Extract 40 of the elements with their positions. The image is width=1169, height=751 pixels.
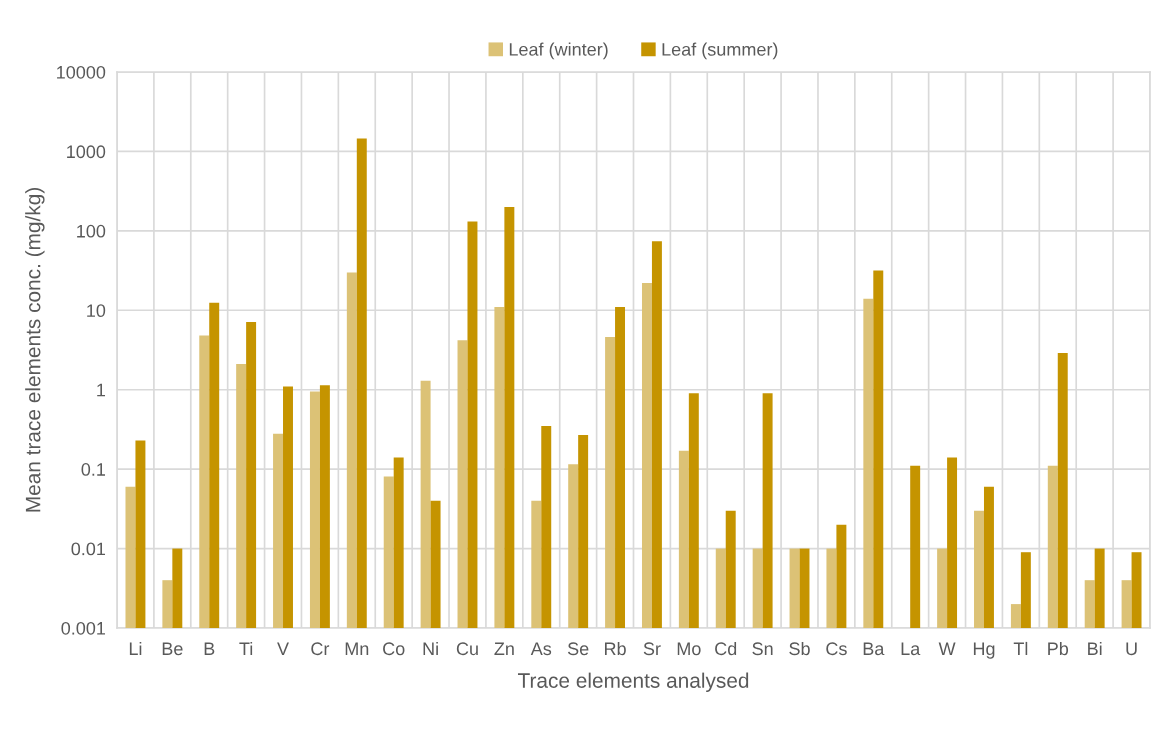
legend-label: Leaf (winter) [509,42,608,60]
legend-label: Leaf (summer) [662,42,778,60]
y-tick-label: 1 [97,383,106,397]
x-tick-label: Li [129,641,142,655]
y-tick-label: 10000 [57,65,106,79]
x-tick-label: Mn [345,642,369,655]
x-tick-label: Cu [456,642,478,656]
x-tick-label: Cr [311,642,330,656]
y-tick-label: 0.1 [81,463,106,476]
x-tick-label: Pb [1048,641,1069,656]
y-axis-title: Mean trace elements conc. (mg/kg) [25,188,45,512]
x-tick-label: Sb [789,641,810,656]
x-tick-label: Cs [826,642,847,656]
x-tick-label: Co [383,642,405,656]
x-axis-title: Trace elements analysed [517,672,749,693]
x-tick-label: Zn [494,642,514,655]
x-tick-label: U [1126,642,1137,656]
x-tick-label: Rb [604,641,626,656]
x-tick-label: V [277,642,289,655]
x-tick-label: Ni [423,641,438,655]
x-tick-label: La [901,642,921,656]
x-tick-label: Sr [643,642,661,656]
x-tick-label: Ba [863,642,885,656]
y-tick-label: 0.01 [71,542,106,556]
y-tick-label: 10 [87,304,106,318]
x-tick-label: Be [162,642,183,656]
x-tick-label: W [938,642,956,655]
x-tick-label: Tl [1013,641,1028,655]
y-tick-label: 100 [77,224,106,238]
x-tick-label: Se [567,642,589,656]
x-tick-label: Mo [677,642,701,656]
x-tick-label: Sn [752,642,773,656]
y-tick-label: 1000 [67,145,106,159]
x-tick-label: Cd [715,641,737,656]
x-tick-label: As [530,642,552,656]
x-tick-label: Hg [973,642,995,659]
x-tick-label: B [204,642,215,655]
x-tick-label: Bi [1088,641,1102,655]
y-tick-label: 0.001 [61,621,106,635]
x-tick-label: Ti [239,641,253,655]
